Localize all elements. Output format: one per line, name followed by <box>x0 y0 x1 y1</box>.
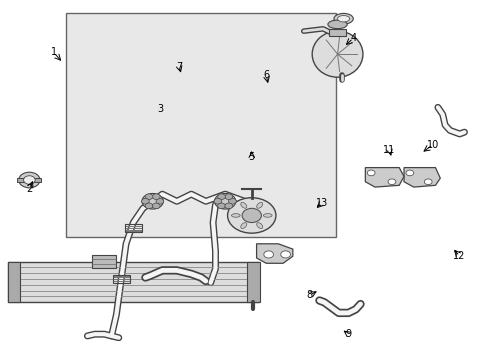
Circle shape <box>145 194 153 199</box>
Text: 8: 8 <box>306 290 312 300</box>
Circle shape <box>387 179 395 185</box>
Text: 9: 9 <box>345 329 351 339</box>
Circle shape <box>214 198 222 204</box>
Bar <box>124 224 142 232</box>
Ellipse shape <box>240 223 246 229</box>
Circle shape <box>217 194 225 199</box>
Circle shape <box>145 203 153 209</box>
Circle shape <box>214 193 235 209</box>
Circle shape <box>224 203 232 209</box>
Circle shape <box>228 198 236 204</box>
Ellipse shape <box>231 214 240 217</box>
Circle shape <box>142 193 163 209</box>
Circle shape <box>242 208 261 222</box>
Ellipse shape <box>240 202 246 208</box>
Text: 3: 3 <box>157 104 163 114</box>
Text: 13: 13 <box>315 198 327 208</box>
Circle shape <box>405 170 413 176</box>
Circle shape <box>156 198 163 204</box>
Text: 6: 6 <box>263 71 269 80</box>
Circle shape <box>224 194 232 199</box>
Ellipse shape <box>263 214 271 217</box>
Circle shape <box>264 251 273 258</box>
Polygon shape <box>365 168 403 187</box>
Circle shape <box>280 251 290 258</box>
Bar <box>112 275 130 283</box>
Text: 1: 1 <box>50 48 57 57</box>
Circle shape <box>152 194 160 199</box>
Ellipse shape <box>311 31 362 77</box>
Circle shape <box>141 198 149 204</box>
Circle shape <box>152 203 160 209</box>
Circle shape <box>23 176 35 184</box>
Bar <box>328 29 346 36</box>
Circle shape <box>366 170 374 176</box>
Text: 10: 10 <box>426 140 438 149</box>
Ellipse shape <box>327 20 346 29</box>
Text: 12: 12 <box>452 251 465 261</box>
Ellipse shape <box>256 223 262 229</box>
Circle shape <box>217 203 225 209</box>
Text: 5: 5 <box>248 152 254 162</box>
Bar <box>8 261 259 302</box>
Circle shape <box>227 198 275 233</box>
Text: 4: 4 <box>349 33 356 43</box>
Polygon shape <box>403 168 439 187</box>
Bar <box>65 13 336 237</box>
Bar <box>8 261 20 302</box>
Bar <box>17 178 41 182</box>
Polygon shape <box>256 244 292 263</box>
Text: 11: 11 <box>383 145 395 155</box>
Circle shape <box>19 172 40 188</box>
Bar <box>92 255 116 268</box>
Ellipse shape <box>337 15 349 22</box>
Ellipse shape <box>333 13 352 24</box>
Bar <box>246 261 260 302</box>
Circle shape <box>424 179 431 185</box>
Ellipse shape <box>256 202 262 208</box>
Text: 7: 7 <box>176 62 182 72</box>
Text: 2: 2 <box>26 184 32 194</box>
